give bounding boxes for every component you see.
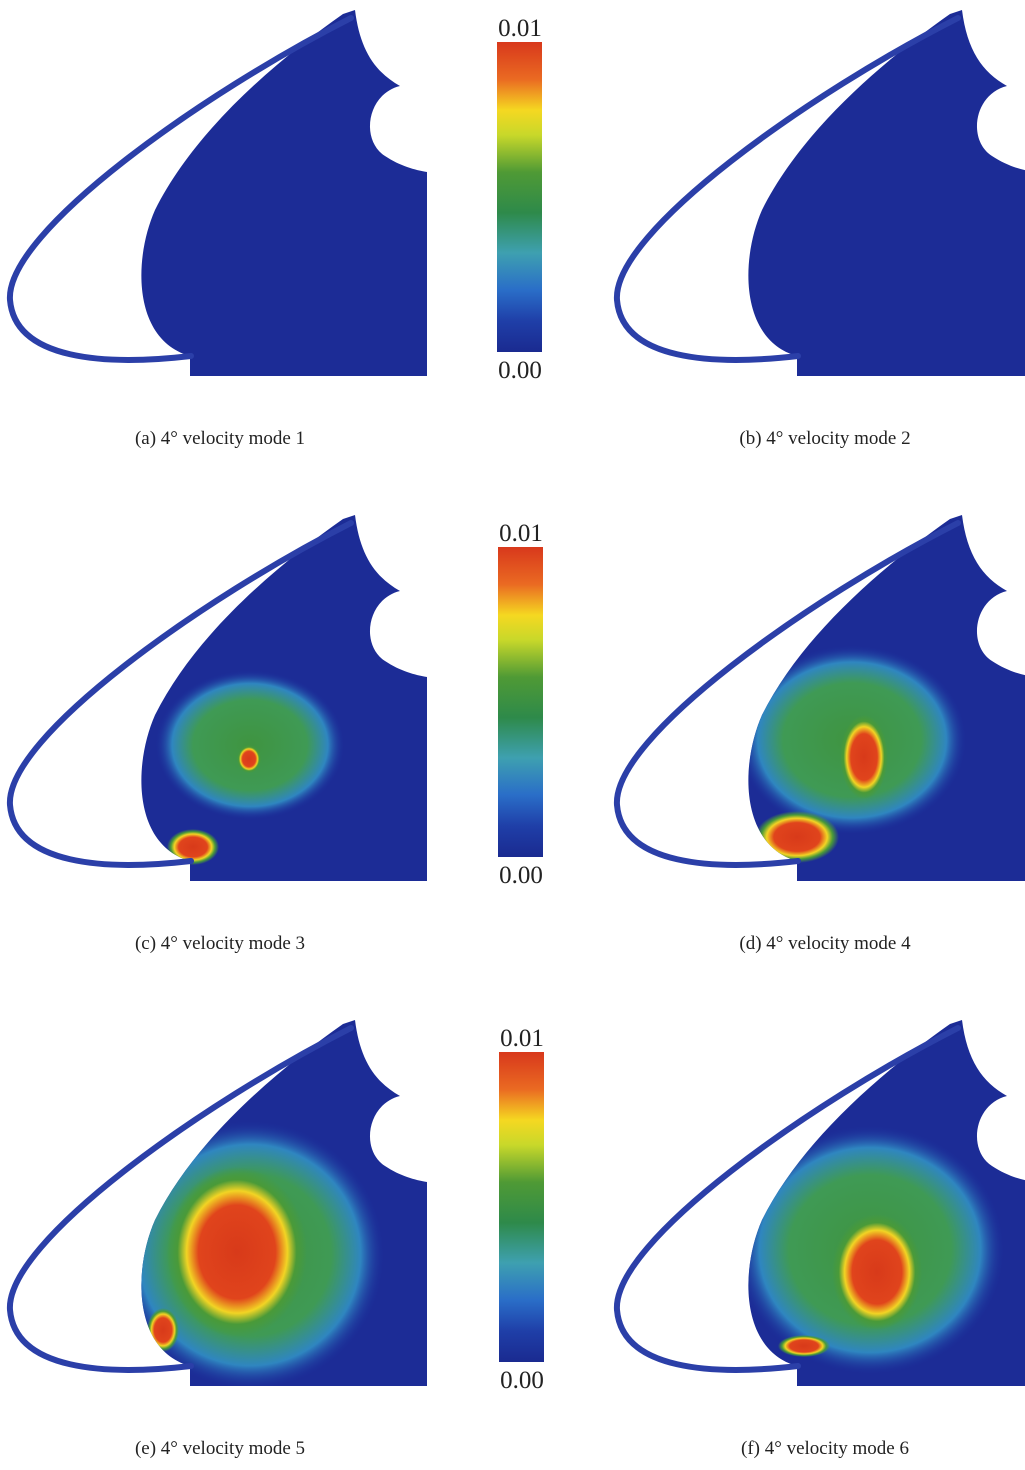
panel: (d) 4° velocity mode 4	[617, 515, 1025, 954]
colorbar-max-label: 0.01	[500, 1025, 544, 1052]
field-blob	[832, 1214, 922, 1330]
caption: (d) 4° velocity mode 4	[739, 933, 911, 954]
caption: (b) 4° velocity mode 2	[739, 428, 910, 449]
panel: (e) 4° velocity mode 5	[10, 1020, 427, 1459]
field-blob	[778, 1335, 830, 1357]
caption: (a) 4° velocity mode 1	[135, 428, 305, 449]
panel: (a) 4° velocity mode 1	[10, 10, 427, 449]
colorbar-min-label: 0.00	[499, 862, 543, 889]
caption: (c) 4° velocity mode 3	[135, 933, 305, 954]
colorbar	[498, 547, 543, 857]
field	[115, 1120, 385, 1390]
colorbar-max-label: 0.01	[499, 520, 543, 547]
colorbar-min-label: 0.00	[498, 357, 542, 384]
colorbar-min-label: 0.00	[500, 1367, 544, 1394]
colorbar	[497, 42, 542, 352]
colorbar-max-label: 0.01	[498, 15, 542, 42]
figure: (a) 4° velocity mode 1 (b) 4° velocity mo…	[0, 0, 1025, 1470]
field	[735, 1125, 1005, 1375]
caption: (e) 4° velocity mode 5	[135, 1438, 305, 1459]
field-blob	[147, 1308, 179, 1352]
field-blob	[155, 670, 345, 820]
panel: (f) 4° velocity mode 6	[617, 1020, 1025, 1459]
caption: (f) 4° velocity mode 6	[741, 1438, 909, 1459]
field-blob	[840, 715, 888, 799]
colorbar	[499, 1052, 544, 1362]
panel: (b) 4° velocity mode 2	[617, 10, 1025, 449]
field-blob	[167, 1167, 307, 1337]
domain-body	[748, 10, 1025, 376]
domain-body	[141, 10, 427, 376]
page: (a) 4° velocity mode 1 (b) 4° velocity mo…	[0, 0, 1025, 1470]
field-blob	[237, 745, 261, 773]
panel: (c) 4° velocity mode 3	[10, 515, 427, 954]
field-blob	[755, 811, 839, 863]
